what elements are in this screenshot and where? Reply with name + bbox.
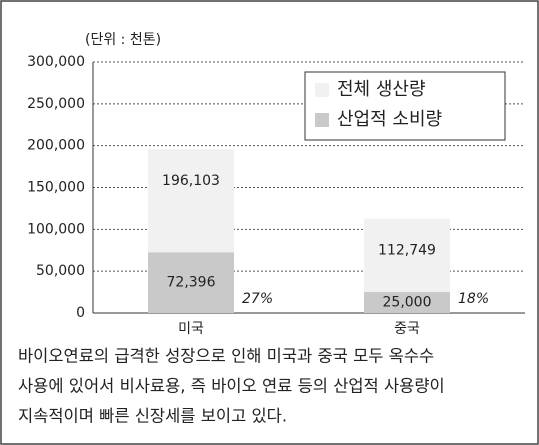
- value-label: 25,000: [383, 295, 432, 311]
- y-tick-label: 300,000: [27, 54, 85, 70]
- legend-label: 전체 생산량: [337, 79, 426, 100]
- x-tick-label: 중국: [394, 321, 420, 337]
- y-tick-label: 50,000: [36, 263, 85, 279]
- legend-swatch: [315, 113, 329, 127]
- value-label: 112,749: [378, 243, 436, 259]
- unit-label: (단위 : 천톤): [85, 32, 161, 48]
- y-tick-label: 150,000: [27, 180, 85, 196]
- y-tick-label: 200,000: [27, 138, 85, 154]
- annotation: 18%: [458, 291, 489, 307]
- caption-line: 바이오연료의 급격한 성장으로 인해 미국과 중국 모두 옥수수: [18, 347, 434, 366]
- legend-box: [304, 71, 506, 141]
- value-label: 196,103: [162, 173, 220, 189]
- caption-line: 사용에 있어서 비사료용, 즉 바이오 연료 등의 산업적 사용량이: [18, 377, 445, 396]
- y-tick-label: 250,000: [27, 96, 85, 112]
- y-tick-label: 100,000: [27, 221, 85, 237]
- y-tick-label: 0: [76, 305, 85, 321]
- value-label: 72,396: [167, 275, 216, 291]
- x-tick-label: 미국: [178, 321, 204, 337]
- annotation: 27%: [242, 291, 273, 307]
- bar: [148, 252, 234, 313]
- caption-line: 지속적이며 빠른 신장세를 보이고 있다.: [18, 407, 287, 426]
- bar: [364, 292, 450, 313]
- legend-swatch: [315, 83, 329, 97]
- legend-label: 산업적 소비량: [337, 109, 442, 130]
